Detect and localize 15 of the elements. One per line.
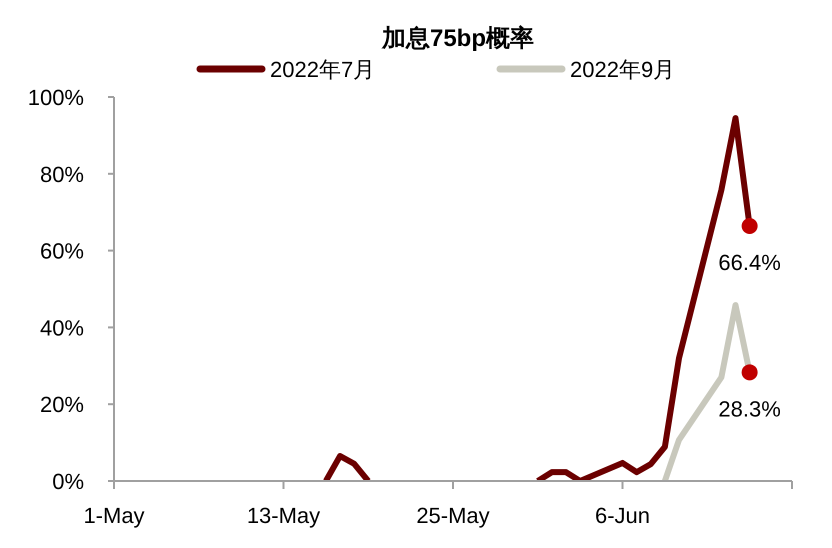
legend-label: 2022年9月 xyxy=(570,57,676,82)
y-tick-label: 40% xyxy=(40,315,84,340)
x-tick-label: 1-May xyxy=(83,503,145,528)
y-tick-label: 60% xyxy=(40,238,84,264)
y-tick-label: 20% xyxy=(40,392,84,418)
chart-title: 加息75bp概率 xyxy=(380,25,534,52)
y-tick-label: 80% xyxy=(40,162,84,187)
x-tick-label: 6-Jun xyxy=(594,503,650,528)
y-tick-label: 0% xyxy=(52,469,84,494)
y-tick-label: 100% xyxy=(28,85,84,110)
annotation: 66.4% xyxy=(718,250,781,276)
annotation: 28.3% xyxy=(718,396,781,422)
legend-label: 2022年7月 xyxy=(270,57,376,82)
x-tick-label: 25-May xyxy=(416,503,490,528)
x-tick-label: 13-May xyxy=(246,503,320,528)
